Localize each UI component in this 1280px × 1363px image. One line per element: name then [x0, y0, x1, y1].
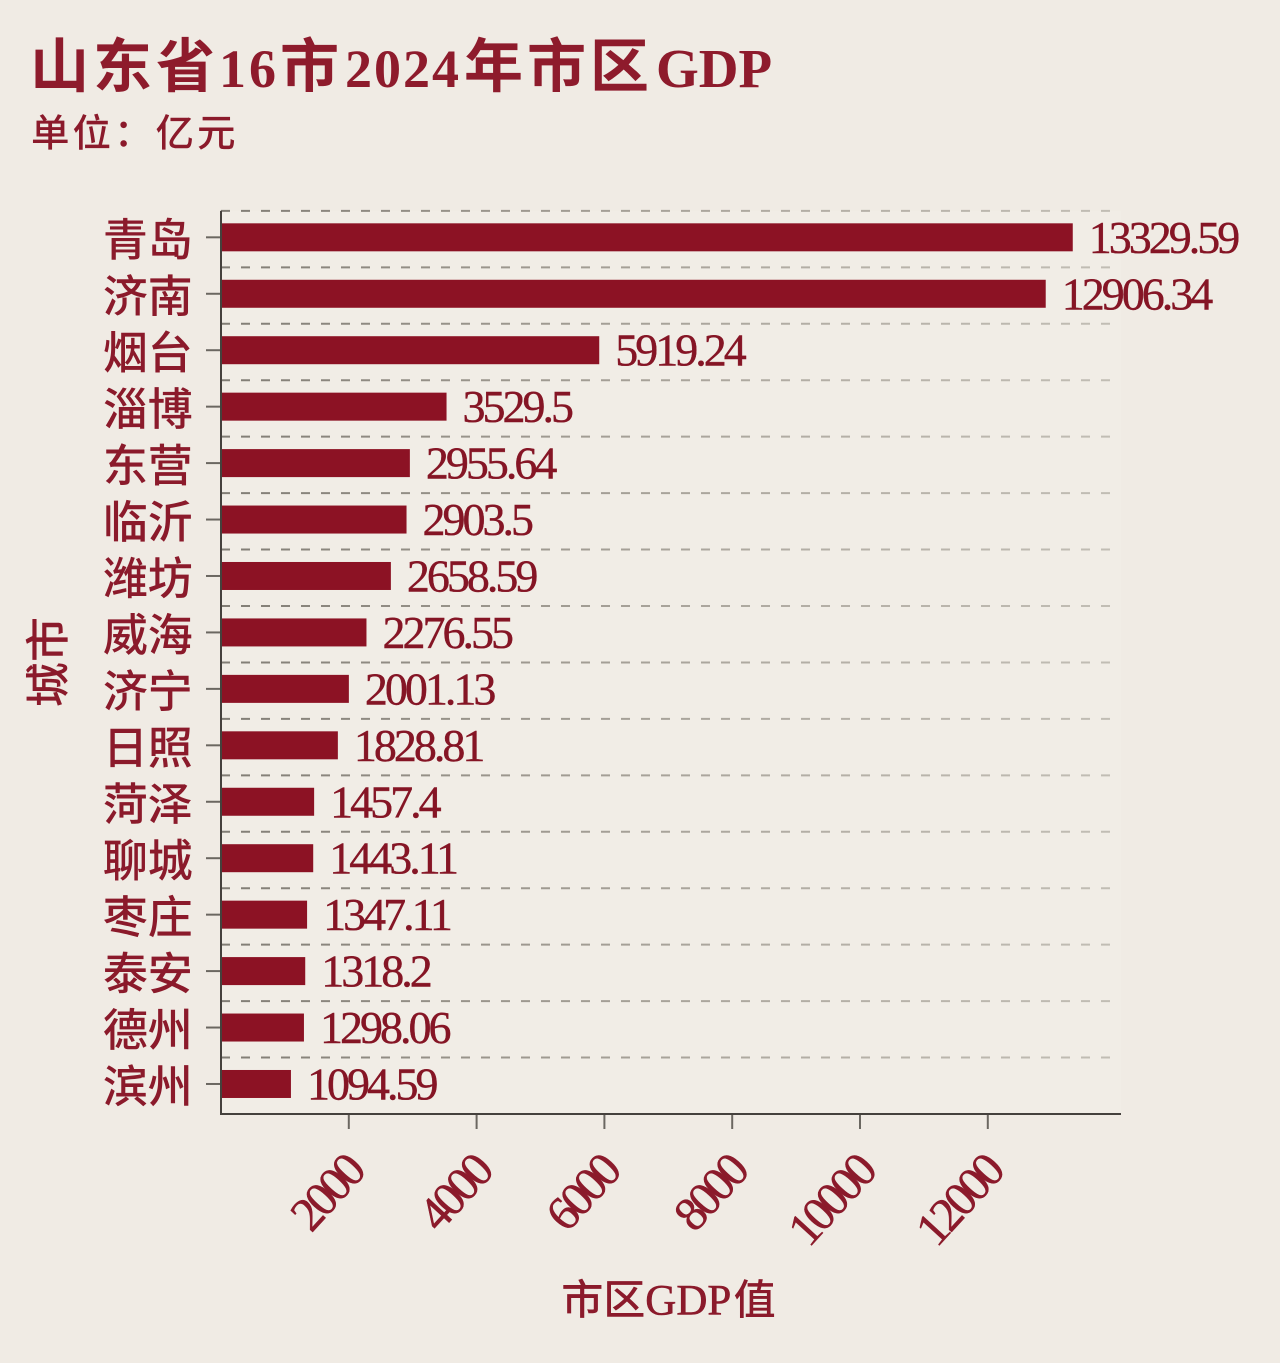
svg-text:2001.13: 2001.13 [365, 663, 496, 714]
svg-text:GDP: GDP [656, 38, 772, 99]
svg-text:12906.34: 12906.34 [1062, 268, 1214, 319]
svg-text:2955.64: 2955.64 [426, 438, 558, 489]
svg-text:3529.5: 3529.5 [463, 381, 574, 432]
svg-text:13329.59: 13329.59 [1089, 212, 1240, 263]
svg-text:5919.24: 5919.24 [615, 325, 747, 376]
svg-text:2024: 2024 [345, 39, 461, 99]
svg-text:1347.11: 1347.11 [323, 889, 451, 940]
svg-text:2903.5: 2903.5 [423, 494, 534, 545]
svg-text:1443.11: 1443.11 [329, 833, 457, 884]
svg-text:1298.06: 1298.06 [320, 1002, 451, 1053]
svg-text:1318.2: 1318.2 [321, 946, 431, 997]
svg-text:1094.59: 1094.59 [307, 1058, 438, 1109]
svg-text:16: 16 [219, 39, 279, 99]
svg-text:1457.4: 1457.4 [330, 776, 442, 827]
svg-text:2276.55: 2276.55 [382, 607, 512, 658]
svg-text:1828.81: 1828.81 [354, 720, 484, 771]
svg-text:GDP: GDP [645, 1278, 731, 1325]
svg-text:2658.59: 2658.59 [407, 550, 538, 601]
